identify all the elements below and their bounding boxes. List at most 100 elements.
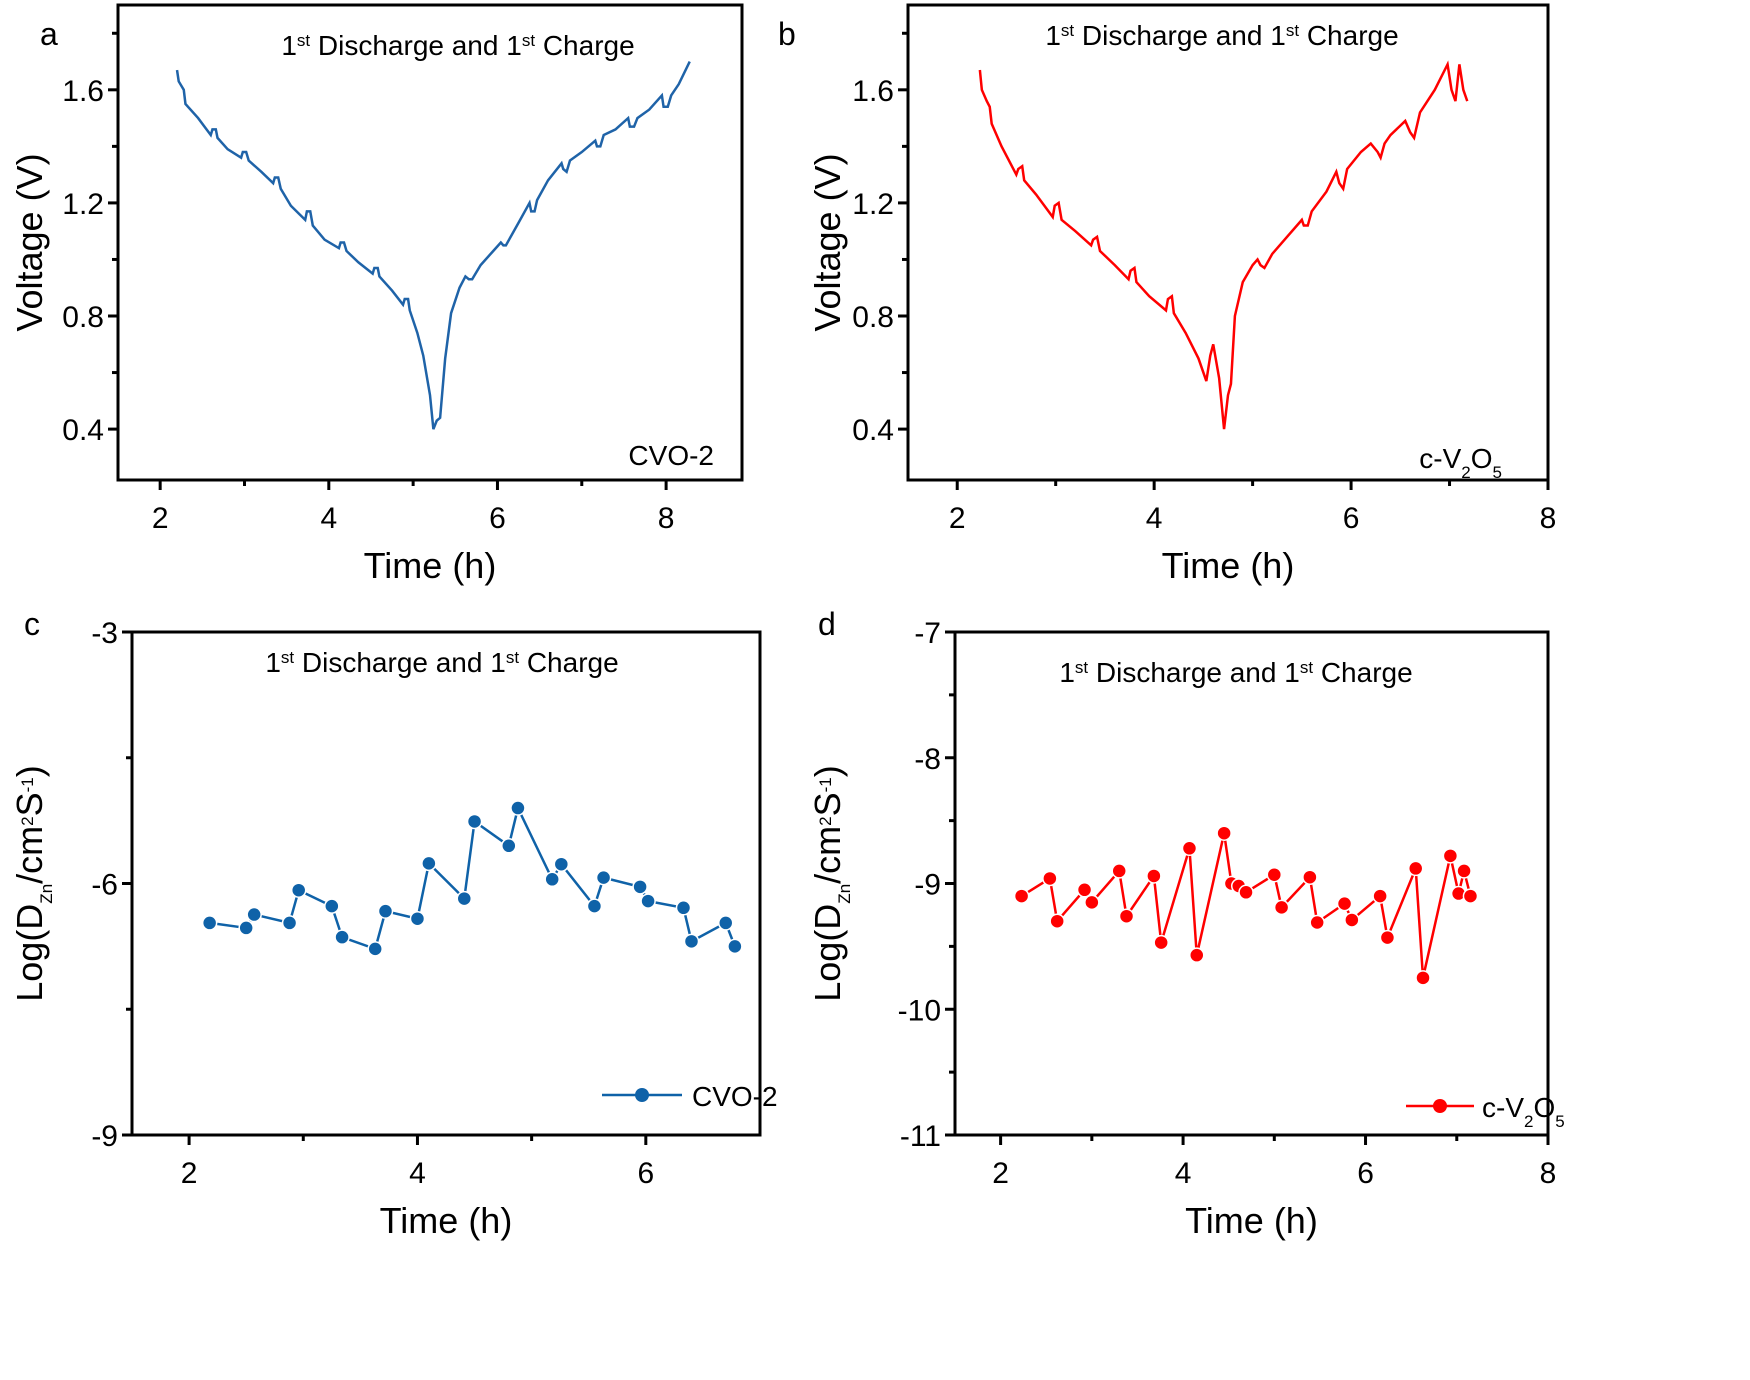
- data-point: [1336, 895, 1353, 912]
- data-point: [334, 929, 350, 945]
- y-axis-title: Voltage (V): [9, 153, 50, 331]
- data-point: [201, 915, 218, 931]
- y-axis-title: Log(DZn/cm2S-1): [807, 765, 854, 1002]
- y-axis-title-part: S: [9, 792, 50, 816]
- legend-marker: [635, 1088, 649, 1102]
- y-tick-label: -3: [91, 617, 118, 650]
- y-axis-title-part: ): [9, 765, 50, 777]
- y-tick-label: -10: [898, 994, 941, 1027]
- data-point: [717, 915, 734, 931]
- data-point: [1189, 947, 1205, 963]
- x-tick-label: 8: [1540, 502, 1557, 535]
- plot-frame: [116, 3, 744, 482]
- chart-title: 1st Discharge and 1st Charge: [265, 647, 618, 678]
- y-axis-title-part: /cm: [9, 826, 50, 884]
- data-point: [1084, 894, 1100, 911]
- data-point: [1415, 970, 1431, 986]
- y-axis-title-part: S: [807, 792, 848, 816]
- chart-title-part: 1: [1045, 20, 1061, 51]
- legend-label-part: c-V: [1482, 1092, 1524, 1123]
- y-axis-title-part: -1: [18, 777, 37, 792]
- panel-letter: c: [24, 606, 40, 642]
- legend: c-V2O5: [1406, 1092, 1565, 1131]
- chart-title-part: Charge: [519, 647, 619, 678]
- y-tick-label: 0.4: [62, 414, 104, 447]
- y-axis-title-part: Zn: [37, 884, 56, 904]
- y-tick-label: 1.6: [62, 75, 104, 108]
- data-point: [238, 920, 254, 936]
- data-point: [1216, 825, 1232, 841]
- y-axis-title-part: /cm: [807, 826, 848, 884]
- x-axis-title: Time (h): [1162, 545, 1295, 586]
- y-tick-label: -6: [91, 869, 118, 902]
- data-point: [1181, 840, 1198, 857]
- y-axis-title: Voltage (V): [807, 153, 848, 331]
- data-point: [1442, 848, 1459, 864]
- x-tick-label: 8: [658, 502, 675, 535]
- y-axis-title-part: 2: [816, 816, 835, 825]
- data-point: [1456, 863, 1472, 879]
- data-point: [1013, 888, 1030, 904]
- data-point: [1111, 863, 1127, 879]
- data-point: [377, 903, 394, 919]
- chart-title-part: Discharge and 1: [1088, 657, 1300, 688]
- data-point: [683, 933, 700, 950]
- data-point: [544, 871, 560, 888]
- chart-title-part: st: [506, 648, 520, 667]
- x-tick-label: 6: [637, 1157, 654, 1190]
- chart-title-part: 1: [281, 30, 297, 61]
- chart-title-part: st: [297, 31, 311, 50]
- plot-frame: [130, 630, 762, 1137]
- chart-title: 1st Discharge and 1st Charge: [281, 30, 634, 61]
- data-point: [456, 890, 473, 907]
- x-tick-label: 2: [992, 1157, 1009, 1190]
- y-axis-title: Log(DZn/cm2S-1): [9, 765, 56, 1002]
- x-axis-title: Time (h): [364, 545, 497, 586]
- sample-annotation: CVO-2: [628, 440, 714, 471]
- chart-title-part: 1: [265, 647, 281, 678]
- sample-annotation: c-V2O5: [1419, 443, 1502, 482]
- data-point: [675, 900, 692, 916]
- chart-title-part: Discharge and 1: [1074, 20, 1286, 51]
- y-axis-title-group: Log(DZn/cm2S-1): [807, 765, 854, 1002]
- data-point: [632, 879, 648, 895]
- panel-letter: d: [818, 606, 836, 642]
- data-point: [409, 910, 426, 927]
- data-point: [421, 855, 437, 872]
- x-tick-label: 2: [949, 502, 966, 535]
- data-point: [1379, 929, 1396, 946]
- y-tick-label: -9: [91, 1120, 118, 1153]
- chart-title-part: st: [522, 31, 536, 50]
- x-tick-label: 4: [409, 1157, 426, 1190]
- chart-title-part: Discharge and 1: [310, 30, 522, 61]
- x-tick-label: 8: [1540, 1157, 1557, 1190]
- legend-label: c-V2O5: [1482, 1092, 1565, 1131]
- y-tick-label: -7: [914, 617, 941, 650]
- chart-title-part: st: [1075, 658, 1089, 677]
- data-point: [1407, 860, 1424, 877]
- data-point: [1266, 866, 1283, 883]
- data-point: [1462, 888, 1479, 904]
- panel-a: a 2 4 6 8 0.4 0.8 1.2 1.6 Time (h) Voltage (V) 1st …: [9, 3, 744, 586]
- chart-title-part: Discharge and 1: [294, 647, 506, 678]
- data-point: [553, 856, 570, 872]
- chart-title-part: Charge: [1313, 657, 1413, 688]
- y-axis-title-part: Zn: [835, 884, 854, 904]
- plot-frame: [906, 3, 1550, 482]
- chart-title-part: st: [1300, 658, 1314, 677]
- x-tick-label: 2: [152, 502, 169, 535]
- chart-title: 1st Discharge and 1st Charge: [1045, 20, 1398, 51]
- x-tick-label: 6: [1357, 1157, 1374, 1190]
- chart-title-part: st: [281, 648, 295, 667]
- y-axis-title-group: Voltage (V): [807, 153, 848, 331]
- x-tick-label: 6: [1343, 502, 1360, 535]
- series-line-c-v2o5: [978, 60, 1469, 430]
- data-point: [466, 813, 483, 830]
- y-axis-title-part: Log(D: [9, 904, 50, 1002]
- x-tick-label: 4: [1175, 1157, 1192, 1190]
- sample-annotation-part: 2: [1461, 463, 1470, 482]
- sample-annotation-part: O: [1471, 443, 1493, 474]
- panel-letter: a: [40, 16, 58, 52]
